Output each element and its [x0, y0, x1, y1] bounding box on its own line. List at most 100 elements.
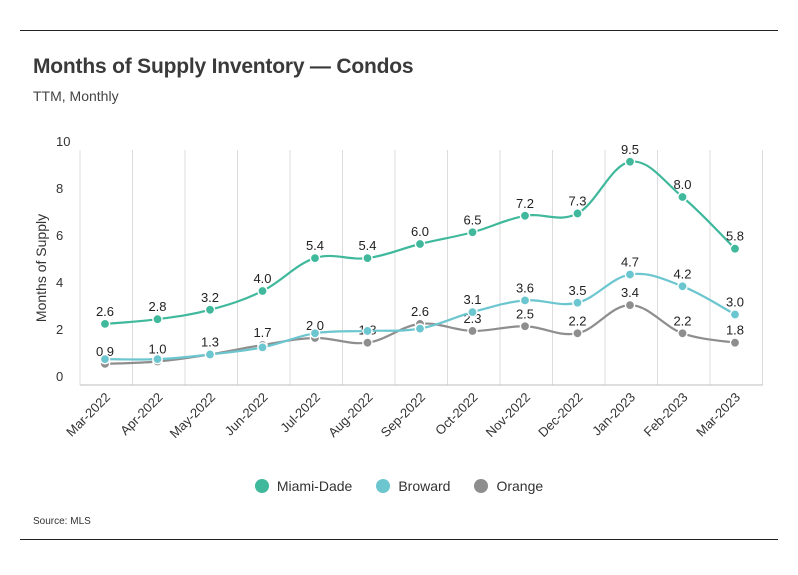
- legend-label: Orange: [496, 478, 544, 494]
- legend: Miami-Dade Broward Orange: [0, 478, 798, 494]
- data-point: [257, 342, 268, 353]
- data-label: 0.9: [96, 344, 114, 359]
- x-tick-label: Nov-2022: [483, 390, 533, 440]
- data-point: [729, 243, 741, 254]
- x-tick-label: Dec-2022: [535, 390, 585, 440]
- data-point: [152, 353, 163, 365]
- data-point: [414, 238, 426, 250]
- x-tick-label: Jul-2022: [277, 390, 323, 436]
- x-tick-label: Apr-2022: [117, 390, 165, 438]
- y-tick-label: 8: [56, 181, 63, 196]
- grid-lines: [79, 150, 763, 386]
- data-label: 5.4: [306, 238, 324, 253]
- data-label: 5.8: [726, 229, 744, 244]
- data-label: 3.4: [621, 285, 639, 300]
- source-note: Source: MLS: [33, 516, 91, 527]
- data-label: 6.5: [463, 212, 481, 227]
- series-group: 0.91.01.31.72.01.82.62.32.52.23.42.21.83…: [96, 142, 744, 370]
- legend-dot-icon: [376, 479, 391, 493]
- data-point: [519, 320, 531, 332]
- data-point: [309, 252, 321, 264]
- y-tick-label: 2: [56, 322, 63, 337]
- data-point: [467, 226, 478, 238]
- data-point: [362, 325, 373, 337]
- data-point: [99, 353, 111, 365]
- data-point: [572, 208, 583, 219]
- top-rule: [20, 30, 778, 31]
- data-label: 1.7: [253, 325, 271, 340]
- legend-dot-icon: [254, 479, 269, 493]
- data-point: [467, 325, 478, 337]
- data-point: [519, 295, 531, 306]
- data-point: [204, 304, 216, 316]
- data-label: 3.1: [463, 292, 481, 307]
- x-tick-label: Mar-2023: [693, 390, 743, 440]
- data-label: 7.2: [516, 196, 534, 211]
- data-point: [362, 337, 373, 349]
- data-point: [204, 349, 216, 360]
- data-label: 3.6: [516, 280, 534, 295]
- data-point: [624, 269, 636, 280]
- legend-label: Miami-Dade: [276, 478, 353, 494]
- x-tick-label: Jun-2022: [222, 390, 271, 439]
- data-point: [414, 323, 426, 334]
- data-point: [729, 309, 741, 320]
- data-point: [572, 327, 583, 339]
- legend-item-miami-dade[interactable]: Miami-Dade: [254, 478, 353, 494]
- data-label: 2.8: [148, 299, 166, 314]
- series-broward: 3.1 3.6 3.5 4.7 4.2 3.0: [99, 255, 744, 365]
- data-label: 9.5: [621, 142, 639, 157]
- data-point: [362, 252, 373, 264]
- data-label: 4.2: [673, 266, 691, 281]
- data-label: 2.0: [306, 318, 324, 333]
- data-point: [99, 318, 111, 330]
- data-point: [624, 299, 636, 311]
- data-point: [519, 210, 531, 222]
- data-point: [677, 280, 688, 292]
- y-tick-label: 10: [56, 134, 70, 149]
- data-point: [467, 306, 478, 318]
- x-tick-label: Feb-2023: [641, 390, 691, 440]
- data-label: 3.5: [568, 283, 586, 298]
- y-axis-ticks: 0 2 4 6 8 10: [56, 134, 70, 384]
- series-miami-dade: 2.6 2.8 3.2 4.0 5.4 5.4 6.0 6.5 7.2 7.3 9.5 8.0 5.8: [96, 142, 744, 330]
- x-tick-label: Sep-2022: [378, 390, 428, 440]
- x-tick-label: May-2022: [167, 390, 218, 441]
- x-tick-label: Mar-2022: [63, 390, 113, 440]
- data-label: 2.2: [673, 313, 691, 328]
- data-label: 4.0: [253, 271, 271, 286]
- legend-dot-icon: [474, 479, 489, 493]
- data-point: [309, 327, 321, 339]
- bottom-rule: [20, 539, 778, 540]
- chart-title: Months of Supply Inventory — Condos: [33, 55, 414, 78]
- chart-subtitle: TTM, Monthly: [33, 88, 119, 104]
- data-label: 2.5: [516, 306, 534, 321]
- data-label: 1.0: [148, 342, 166, 357]
- data-point: [677, 191, 688, 203]
- data-point: [152, 313, 163, 325]
- y-tick-label: 6: [56, 228, 63, 243]
- x-axis-ticks: Mar-2022 Apr-2022 May-2022 Jun-2022 Jul-2022…: [63, 390, 743, 441]
- data-label: 8.0: [673, 177, 691, 192]
- x-tick-label: Aug-2022: [325, 390, 375, 440]
- legend-label: Broward: [398, 478, 451, 494]
- y-tick-label: 0: [56, 369, 63, 384]
- data-label: 3.0: [726, 295, 744, 310]
- y-axis-label: Months of Supply: [33, 214, 49, 322]
- data-label: 4.7: [621, 255, 639, 270]
- data-label: 1.3: [201, 334, 219, 349]
- legend-item-orange[interactable]: Orange: [474, 478, 543, 494]
- data-label: 7.3: [568, 193, 586, 208]
- data-label: 6.0: [411, 224, 429, 239]
- data-label: 2.6: [96, 304, 114, 319]
- x-tick-label: Oct-2022: [432, 390, 480, 438]
- data-label: 2.6: [411, 304, 429, 319]
- data-label: 3.2: [201, 290, 219, 305]
- data-label: 1.8: [726, 323, 744, 338]
- data-label: 2.2: [568, 313, 586, 328]
- y-tick-label: 4: [56, 275, 63, 290]
- data-point: [677, 327, 688, 339]
- legend-item-broward[interactable]: Broward: [376, 478, 450, 494]
- data-point: [257, 285, 268, 297]
